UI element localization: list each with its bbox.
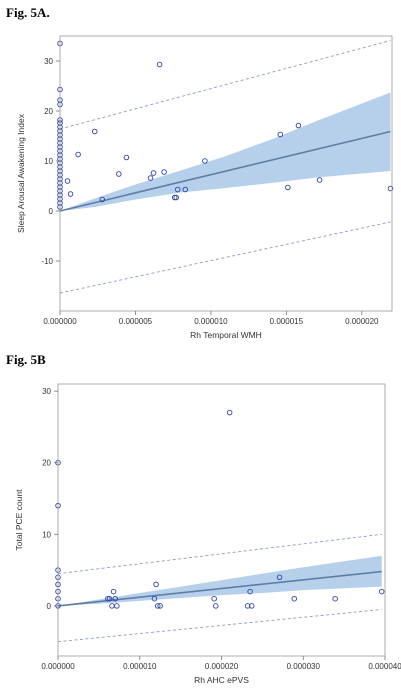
figure-5b-data-point-10 [109, 603, 115, 609]
figure-5a-data-point-30 [91, 128, 98, 135]
figure-5b-x-tick-label-4: 0.000040 [368, 662, 401, 671]
figure-5b-confidence-band [58, 555, 382, 606]
figure-5a-data-point-40 [174, 186, 181, 193]
figure-5a-y-tick-label-4: 30 [44, 57, 53, 66]
figure-5b-fit-line [57, 570, 382, 607]
figure-5b-data-point-23 [248, 603, 255, 609]
figure-5b-data-point-14 [151, 595, 158, 602]
figure-5b-y-tick-label-0: 0 [47, 602, 52, 611]
figure-5b-label: Fig. 5B [6, 352, 46, 367]
figure-5b-y-tick-label-3: 30 [42, 387, 51, 396]
figure-5b-data-point-17 [157, 603, 163, 609]
figure-5a-plot-frame [59, 35, 393, 312]
figure-5a-data-point-34 [147, 175, 154, 181]
figure-5b-data-point-19 [213, 603, 219, 609]
figure-5b-data-point-15 [153, 581, 159, 588]
figure-5b-data-point-12 [112, 595, 118, 602]
figure-5b-x-tick-label-1: 0.000010 [123, 662, 157, 671]
figure-5b-prediction-upper-line [57, 533, 382, 575]
figure-5a-x-tick-label-3: 0.000015 [270, 317, 304, 326]
figure-5a-data-point-35 [150, 170, 157, 176]
figure-5b-prediction-lower-line [57, 609, 382, 643]
figure-5b-data-point-13 [114, 603, 120, 609]
figure-5b-data-point-22 [247, 588, 253, 595]
figure-5a-data-point-44 [285, 184, 291, 191]
figure-5a-data-point-33 [123, 154, 130, 161]
figure-5b-x-tick-label-0: 0.000000 [41, 662, 75, 671]
figure-5a-label: Fig. 5A. [6, 5, 50, 20]
figure-5a-data-point-29 [75, 151, 81, 158]
figure-5b-y-tick-label-1: 10 [42, 530, 51, 539]
figure-5b-data-point-25 [291, 595, 298, 602]
figure-5a-data-point-32 [116, 171, 122, 177]
figure-5a-data-point-38 [171, 194, 178, 201]
figure-5b-y-axis-label: Total PCE count [14, 489, 24, 551]
figure-5a-y-axis-label: Sleep Arousal Awakening Index [16, 113, 26, 233]
figure-5a-data-point-37 [161, 169, 167, 175]
figure-5a-y-tick-label-1: 0 [49, 207, 54, 216]
figure-5b-data-point-24 [276, 574, 283, 581]
figure-5b-data-point-9 [106, 595, 113, 602]
figure-5a-y-tick-label-2: 10 [44, 157, 53, 166]
figure-5a-y-tick-label-3: 20 [44, 107, 53, 116]
figure-5a-x-tick-label-2: 0.000010 [194, 317, 228, 326]
figure-5b-data-point-26 [332, 595, 338, 602]
figure-5b-data-point-20 [226, 409, 233, 416]
figure-5a-data-point-45 [295, 122, 302, 129]
figure-5a-x-tick-label-1: 0.000005 [119, 317, 153, 326]
figure-5b-y-tick-label-2: 20 [42, 459, 51, 468]
figure-5a-data-point-31 [99, 196, 105, 203]
figure-5a-x-tick-label-0: 0.000000 [43, 317, 77, 326]
figure-5b-x-tick-label-2: 0.000020 [205, 662, 239, 671]
figure-5a-data-point-28 [67, 191, 74, 197]
figure-5a-data-point-39 [173, 194, 179, 201]
figure-5b-data-point-21 [244, 603, 251, 609]
figure-5b-data-point-11 [110, 588, 117, 595]
figure-5a-data-point-42 [202, 158, 208, 164]
figure-5b-data-point-18 [211, 595, 217, 602]
figure-5a-data-point-46 [316, 177, 323, 183]
figure-5a-y-tick-label-0: -10 [41, 257, 53, 266]
figure-5b-x-tick-label-3: 0.000030 [287, 662, 321, 671]
figure-5a-x-axis-label: Rh Temporal WMH [190, 330, 262, 340]
figure-5b-data-point-8 [105, 595, 111, 602]
figure-5a-prediction-lower-line [59, 221, 391, 294]
figure-5b-x-axis-label: Rh AHC ePVS [194, 675, 249, 685]
figure-5a-data-point-43 [277, 131, 284, 138]
figure-5a-data-point-41 [182, 186, 188, 193]
figure-5a-data-point-47 [387, 185, 394, 192]
figure-5b-chart: 0.000000 0.000010 0.000020 0.000030 0.000040… [14, 383, 401, 685]
figure-5b-plot-frame [57, 383, 386, 657]
figure-5a-data-point-27 [64, 178, 71, 184]
figure-5b-data-point-27 [378, 588, 385, 595]
figure-5a-x-tick-label-4: 0.000020 [345, 317, 379, 326]
figure-5a-fit-line [59, 130, 391, 212]
figure-5b-data-point-16 [154, 603, 161, 609]
figure-5a-chart: 0.000000 0.000005 0.000010 0.000015 0.000020… [16, 35, 394, 340]
figure-5a-confidence-band [60, 92, 391, 211]
figure-5a-prediction-upper-line [59, 40, 391, 130]
figure-5a-data-point-36 [156, 61, 163, 68]
